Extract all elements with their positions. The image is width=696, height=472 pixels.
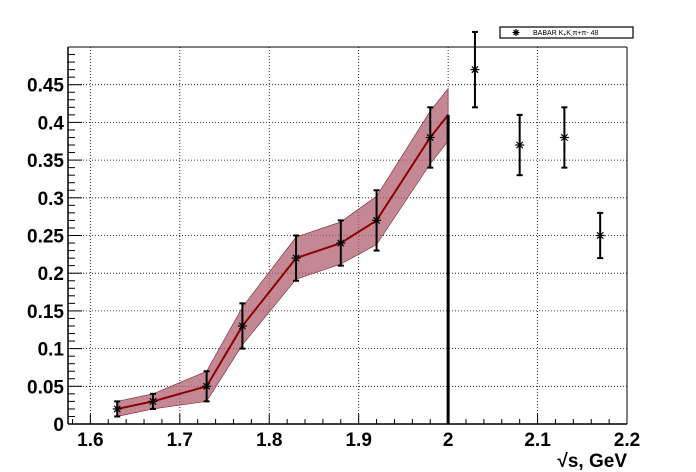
marker-stroke xyxy=(292,254,300,262)
data-point xyxy=(470,30,480,109)
data-points xyxy=(112,30,605,418)
y-tick-label: 0.15 xyxy=(27,302,64,323)
x-tick-label: 1.8 xyxy=(256,430,282,451)
marker-stroke xyxy=(513,29,519,36)
marker-stroke xyxy=(560,133,568,142)
tick-labels: 1.6 1.7 1.8 1.9 2 2.1 2.2 0 0.05 0.1 0.15 0.2 0.25 0.… xyxy=(27,76,640,451)
marker-stroke xyxy=(372,216,381,224)
data-point xyxy=(202,370,212,403)
data-point xyxy=(559,106,569,169)
data-point xyxy=(291,234,301,282)
data-point xyxy=(595,211,605,260)
x-tick-label: 2.1 xyxy=(524,430,551,451)
marker-stroke xyxy=(203,382,211,390)
legend-label: BABAR K+K-π+π- 48 xyxy=(533,30,599,39)
y-tick-label: 0.45 xyxy=(27,76,64,97)
x-axis-title: √s, GeV xyxy=(557,451,627,472)
data-point xyxy=(237,302,247,350)
y-tick-label: 0.35 xyxy=(27,151,64,172)
x-tick-label: 1.7 xyxy=(167,430,193,451)
data-point xyxy=(372,189,382,252)
y-tick-label: 0.05 xyxy=(27,377,64,398)
y-tick-label: 0.3 xyxy=(38,189,64,210)
data-point xyxy=(515,113,525,177)
x-tick-label: 2 xyxy=(443,430,454,451)
data-point xyxy=(336,219,346,267)
marker-stroke xyxy=(113,405,121,413)
y-tick-label: 0.4 xyxy=(38,113,65,134)
grid xyxy=(68,47,628,424)
marker-stroke xyxy=(337,239,345,247)
marker-stroke xyxy=(238,322,246,330)
legend: BABAR K+K-π+π- 48 xyxy=(499,26,634,39)
y-tick-label: 0 xyxy=(53,415,64,436)
x-tick-label: 1.6 xyxy=(77,430,103,451)
y-tick-label: 0.1 xyxy=(38,340,65,361)
x-tick-label: 1.9 xyxy=(345,430,371,451)
marker-stroke xyxy=(426,133,434,142)
data-point xyxy=(148,392,158,410)
legend-box xyxy=(499,26,634,39)
y-tick-label: 0.25 xyxy=(27,227,64,248)
y-tick-label: 0.2 xyxy=(38,264,64,285)
marker-stroke xyxy=(516,141,524,149)
data-point xyxy=(425,106,435,169)
marker-stroke xyxy=(471,66,479,74)
legend-marker xyxy=(512,29,520,36)
marker-stroke xyxy=(596,231,604,240)
x-tick-label: 2.2 xyxy=(614,430,640,451)
axes xyxy=(67,46,628,425)
marker-stroke xyxy=(149,397,157,405)
data-point xyxy=(112,400,122,418)
